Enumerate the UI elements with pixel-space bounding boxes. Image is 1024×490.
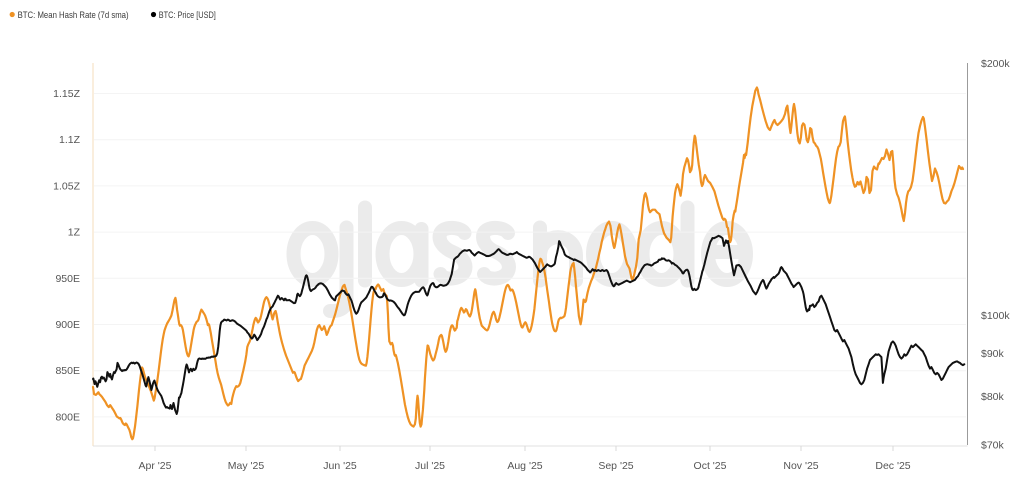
svg-text:900E: 900E bbox=[55, 319, 80, 331]
svg-text:1.1Z: 1.1Z bbox=[59, 134, 81, 146]
svg-text:1Z: 1Z bbox=[68, 227, 81, 239]
svg-text:$100k: $100k bbox=[981, 310, 1010, 322]
svg-text:850E: 850E bbox=[55, 365, 80, 377]
svg-text:Aug '25: Aug '25 bbox=[507, 460, 542, 472]
svg-text:Oct '25: Oct '25 bbox=[694, 460, 727, 472]
svg-text:Apr '25: Apr '25 bbox=[139, 460, 172, 472]
svg-text:Jul '25: Jul '25 bbox=[415, 460, 445, 472]
svg-text:BTC: Price [USD]: BTC: Price [USD] bbox=[159, 10, 216, 21]
svg-text:800E: 800E bbox=[55, 411, 80, 423]
svg-text:$80k: $80k bbox=[981, 391, 1005, 403]
svg-text:1.05Z: 1.05Z bbox=[53, 180, 80, 192]
svg-text:Nov '25: Nov '25 bbox=[783, 460, 818, 472]
svg-text:950E: 950E bbox=[55, 273, 80, 285]
svg-text:$70k: $70k bbox=[981, 440, 1005, 452]
svg-text:Sep '25: Sep '25 bbox=[598, 460, 633, 472]
svg-text:$90k: $90k bbox=[981, 348, 1005, 360]
svg-text:1.15Z: 1.15Z bbox=[53, 88, 80, 100]
svg-text:BTC: Mean Hash Rate (7d sma): BTC: Mean Hash Rate (7d sma) bbox=[18, 10, 129, 21]
svg-text:$200k: $200k bbox=[981, 58, 1010, 70]
svg-text:Jun '25: Jun '25 bbox=[323, 460, 357, 472]
svg-text:May '25: May '25 bbox=[228, 460, 265, 472]
svg-text:Dec '25: Dec '25 bbox=[875, 460, 910, 472]
